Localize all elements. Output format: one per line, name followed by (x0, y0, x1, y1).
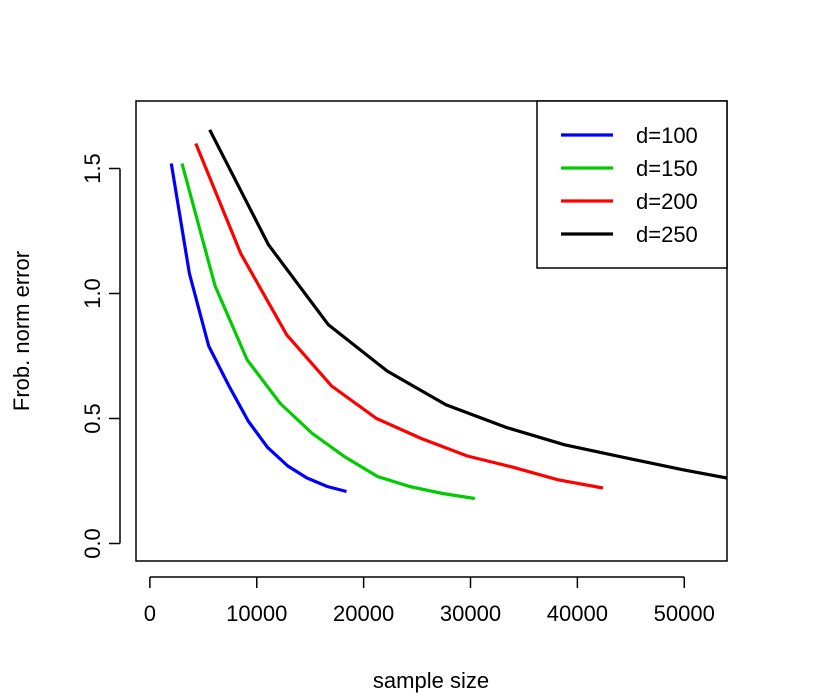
legend-label: d=150 (636, 156, 698, 181)
series-lines (169, 129, 727, 501)
x-tick-label: 30000 (440, 601, 501, 626)
legend: d=100 d=150 d=200 d=250 (536, 100, 728, 269)
legend-box (536, 100, 728, 269)
y-tick-label: 0.5 (80, 403, 105, 434)
x-axis: 0 10000 20000 30000 40000 50000 (144, 576, 715, 626)
y-axis-label: Frob. norm error (9, 251, 34, 411)
x-tick-label: 20000 (333, 601, 394, 626)
plot-frame (135, 100, 728, 562)
x-tick-label: 0 (144, 601, 156, 626)
legend-label: d=100 (636, 123, 698, 148)
series-line-d-100 (169, 163, 347, 494)
legend-label: d=250 (636, 222, 698, 247)
y-tick-label: 1.0 (80, 278, 105, 309)
series-line-d-250 (208, 129, 727, 480)
x-tick-label: 50000 (654, 601, 715, 626)
legend-label: d=200 (636, 189, 698, 214)
x-tick-label: 40000 (547, 601, 608, 626)
x-tick-label: 10000 (226, 601, 287, 626)
series-line-d-200 (194, 142, 604, 490)
y-tick-label: 0.0 (80, 528, 105, 559)
y-tick-label: 1.5 (80, 153, 105, 184)
series-line-d-150 (180, 163, 476, 501)
x-axis-label: sample size (373, 668, 489, 693)
y-axis: 0.0 0.5 1.0 1.5 (80, 153, 121, 559)
